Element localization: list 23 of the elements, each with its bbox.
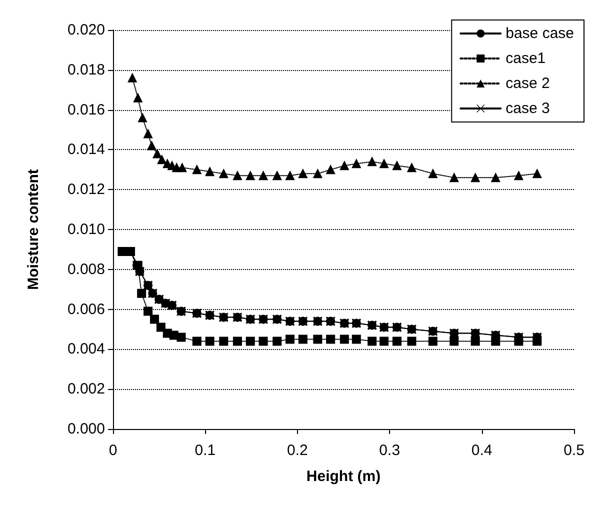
x-tick-label: 0.5 bbox=[564, 442, 584, 459]
y-tick-label: 0.012 bbox=[67, 181, 105, 198]
x-tick-label: 0.4 bbox=[471, 442, 492, 459]
x-tick-label: 0.3 bbox=[379, 442, 400, 459]
y-tick-label: 0.014 bbox=[67, 141, 105, 158]
y-tick-label: 0.010 bbox=[67, 221, 105, 238]
x-tick-label: 0 bbox=[108, 442, 118, 459]
y-tick-label: 0.002 bbox=[67, 380, 105, 398]
x-tick-label: 0.2 bbox=[286, 442, 308, 459]
x-axis-title: Height (m) bbox=[306, 468, 381, 485]
y-tick-label: 0.004 bbox=[67, 340, 105, 358]
y-tick-label: 0.016 bbox=[67, 101, 105, 118]
legend-label: case 3 bbox=[506, 100, 550, 117]
legend-label: case 2 bbox=[506, 75, 550, 92]
x-tick-label: 0.1 bbox=[194, 442, 216, 459]
legend-label: base case bbox=[506, 25, 574, 42]
legend-label: case1 bbox=[506, 50, 546, 67]
y-axis-title: Moisture content bbox=[25, 169, 42, 290]
y-tick-label: 0.018 bbox=[67, 61, 105, 78]
y-tick-label: 0.020 bbox=[67, 22, 105, 38]
y-tick-label: 0.000 bbox=[67, 420, 105, 438]
y-tick-label: 0.006 bbox=[67, 300, 105, 318]
y-tick-label: 0.008 bbox=[67, 260, 105, 278]
